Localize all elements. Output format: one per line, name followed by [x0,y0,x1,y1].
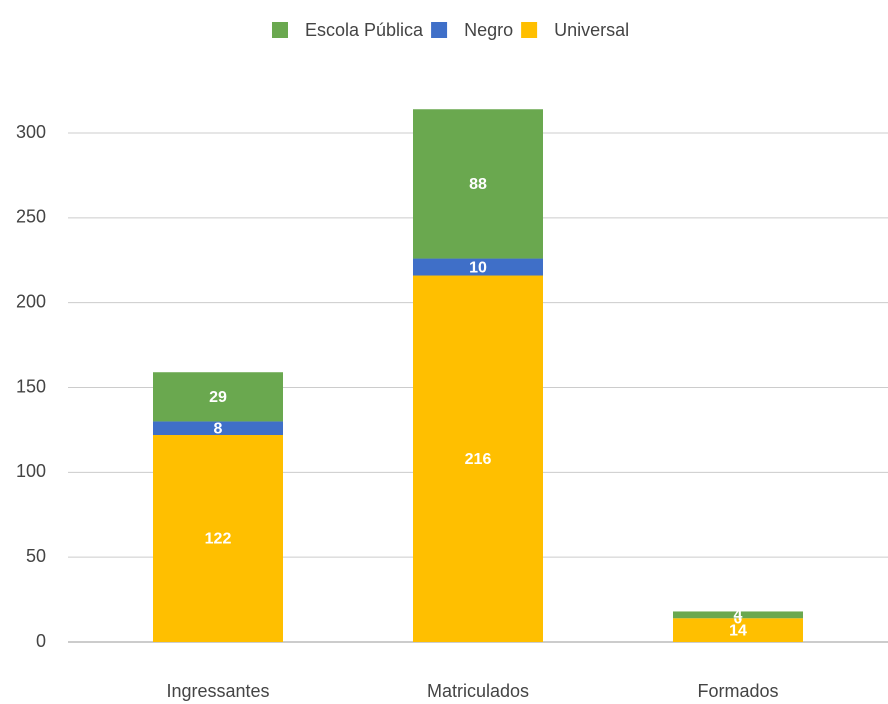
x-tick-label: Ingressantes [166,681,269,701]
bar-segment [153,372,283,422]
data-label: 10 [469,259,487,276]
x-tick-label: Matriculados [427,681,529,701]
legend-label: Escola Pública [305,20,424,40]
data-label: 8 [214,420,223,437]
bar-segment [153,421,283,436]
data-label: 0 [734,610,743,627]
bar-segment [413,109,543,259]
legend-swatch [431,22,448,38]
bar-segment [413,275,543,642]
legend-swatch [521,22,538,38]
bar-segment [673,618,803,642]
legend-swatch [272,22,288,38]
y-tick-label: 0 [36,631,46,651]
data-label: 14 [729,622,747,639]
bar-segment [413,258,543,276]
y-tick-label: 100 [16,461,46,481]
data-label: 4 [734,607,743,624]
y-tick-label: 300 [16,122,46,142]
y-tick-label: 250 [16,207,46,227]
y-tick-label: 150 [16,376,46,396]
bar-segment [673,611,803,619]
legend-label: Universal [554,20,629,40]
data-label: 88 [469,176,487,193]
y-tick-label: 50 [26,546,46,566]
y-tick-label: 200 [16,291,46,311]
data-label: 122 [205,531,232,548]
data-label: 29 [209,389,227,406]
bar-segment [153,435,283,642]
data-label: 216 [465,451,492,468]
legend-label: Negro [464,20,513,40]
x-tick-label: Formados [697,681,778,701]
